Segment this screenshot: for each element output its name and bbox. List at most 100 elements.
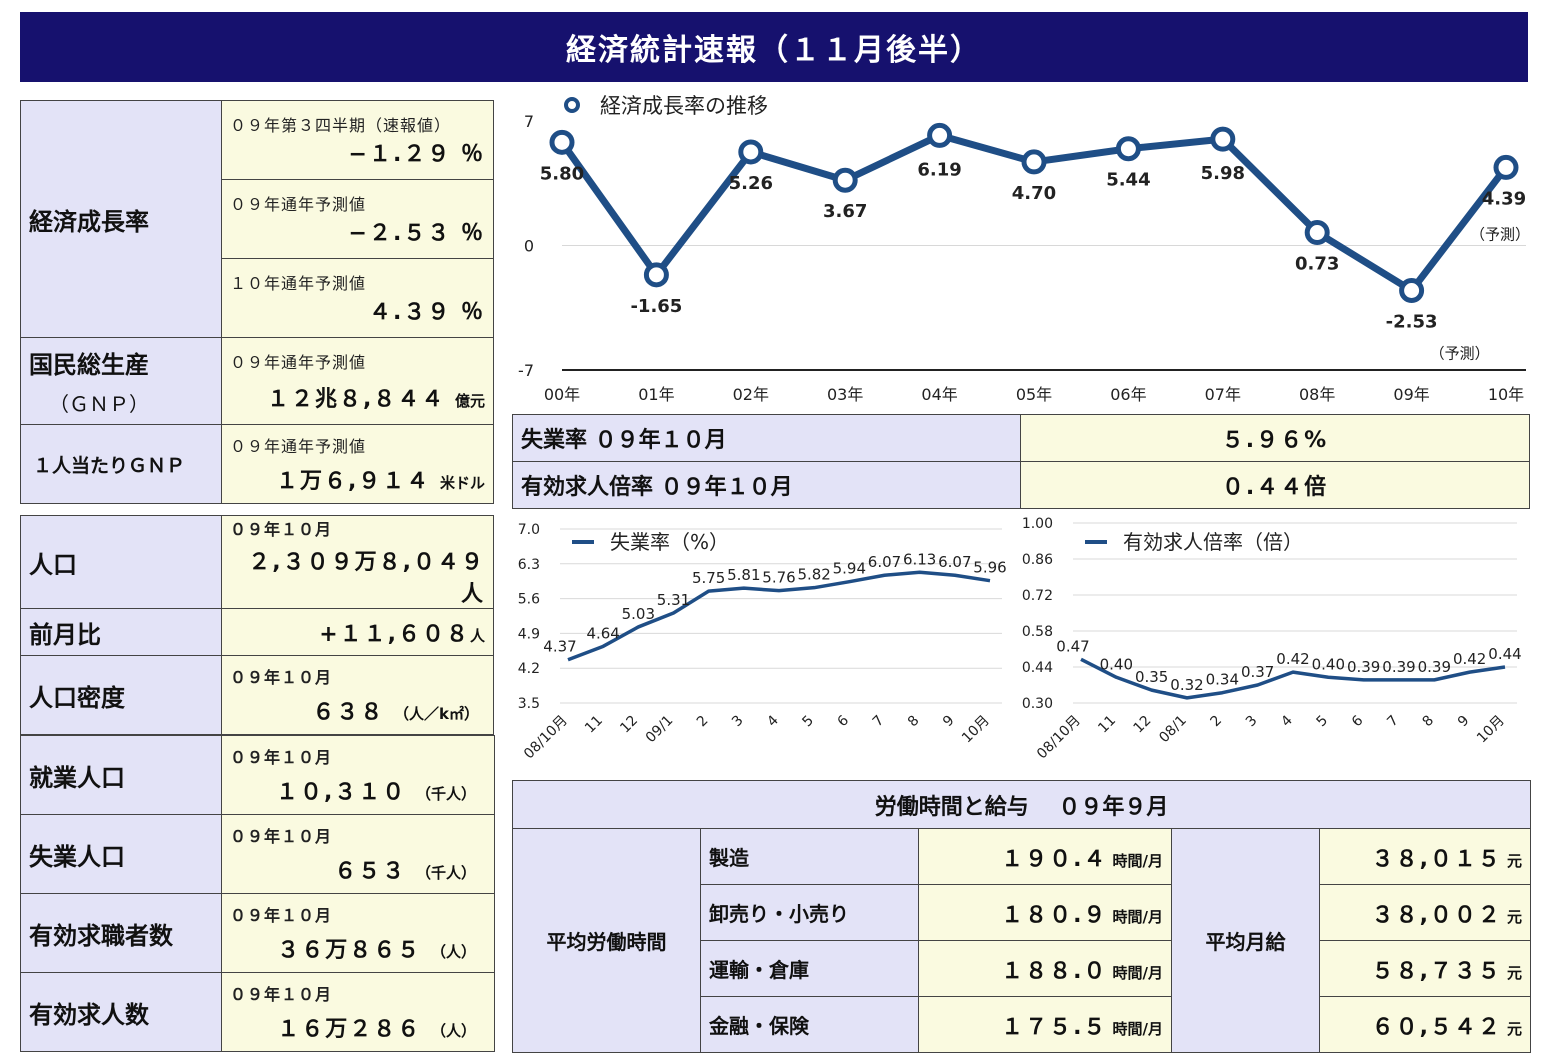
job-ratio-value: ０.４４倍 — [1221, 475, 1329, 500]
hours-unit-1: 時間/月 — [1112, 907, 1163, 926]
x-tick-growth: 07年 — [1205, 385, 1241, 404]
data-label-unemployment: 4.64 — [586, 624, 619, 642]
y-tick-job-ratio: 0.44 — [1022, 660, 1053, 676]
growth-row-2: １０年通年予測値 ４.３９ ％ — [221, 258, 494, 338]
data-label-growth: -1.65 — [630, 296, 682, 317]
data-label-growth: 5.80 — [540, 163, 584, 184]
x-tick-unemployment: 4 — [764, 712, 782, 730]
wage-cell-3: ６０,５４２ 元 — [1318, 996, 1532, 1053]
x-tick-unemployment: 10月 — [959, 713, 993, 747]
growth-gnp-table: 経済成長率 ０９年第３四半期（速報値） −１.２９ ％ ０９年通年予測値 −２.… — [20, 100, 494, 504]
x-tick-growth: 01年 — [638, 385, 674, 404]
hours-label: 平均労働時間 — [546, 930, 667, 954]
data-point-growth — [1115, 136, 1141, 162]
mom-label: 前月比 — [29, 620, 101, 649]
y-tick-job-ratio: 0.30 — [1022, 696, 1053, 712]
growth-sub-1: ０９年通年予測値 — [230, 195, 367, 214]
data-label-job-ratio: 0.39 — [1418, 658, 1451, 676]
data-label-unemployment: 6.07 — [938, 553, 971, 571]
growth-label: 経済成長率 — [29, 207, 149, 236]
data-point-growth — [1304, 220, 1330, 246]
unemployment-rate-label-cell: 失業率 ０９年１０月 — [512, 414, 1021, 462]
x-tick-unemployment: 12 — [617, 713, 641, 737]
y-tick-unemployment: 4.2 — [518, 661, 540, 677]
data-point-growth — [549, 129, 575, 155]
data-label-growth: 0.73 — [1295, 254, 1339, 275]
data-label-unemployment: 4.37 — [543, 638, 576, 656]
employment-table: 就業人口 ０９年１０月 １０,３１０ （千人） 失業人口 ０９年１０月 ６５３ … — [20, 735, 495, 1052]
x-tick-job-ratio: 3 — [1243, 713, 1261, 731]
x-tick-growth: 02年 — [733, 385, 769, 404]
data-label-unemployment: 5.31 — [657, 591, 690, 609]
x-tick-unemployment: 09/1 — [643, 713, 677, 747]
employment-label-2: 有効求職者数 — [29, 921, 173, 950]
data-label-job-ratio: 0.40 — [1312, 655, 1345, 673]
population-value-cell: ０９年１０月 ２,３０９万８,０４９人 — [221, 515, 494, 609]
x-tick-unemployment: 9 — [940, 713, 958, 731]
job-ratio-chart: 有効求人倍率（倍） 1.00 0.86 0.72 0.58 0.44 0.30 08/10月 1… — [1015, 512, 1540, 780]
x-tick-unemployment: 5 — [799, 713, 817, 731]
hours-3: １７５.５ — [1001, 1014, 1108, 1040]
data-label-growth: 5.98 — [1201, 163, 1245, 184]
data-point-growth — [1021, 149, 1047, 175]
sector-cell-0: 製造 — [700, 828, 919, 885]
wages-title-cell: 労働時間と給与 ０９年９月 — [511, 780, 1532, 829]
annotation-forecast: （予測） — [1470, 225, 1530, 243]
legend-label-job-ratio: 有効求人倍率（倍） — [1123, 530, 1303, 554]
employment-label-0: 就業人口 — [29, 763, 125, 792]
data-label-growth: 5.44 — [1106, 170, 1150, 191]
growth-chart-svg: 経済成長率の推移 7 0 -7 00年 01年 02年 03年 04年 05年 06年 07年 08年 0… — [518, 94, 1530, 404]
gnp-label-sub: （ＧＮＰ） — [49, 392, 149, 416]
wage-2: ５８,７３５ — [1371, 958, 1502, 984]
wage-cell-0: ３８,０１５ 元 — [1318, 828, 1532, 885]
employment-value-line-3: １６万２８６ （人） — [230, 1011, 486, 1043]
data-point-growth — [738, 139, 764, 165]
wage-label-cell: 平均月給 — [1171, 828, 1320, 1053]
data-label-growth: 3.67 — [823, 201, 867, 222]
series-line-unemployment — [567, 570, 991, 662]
y-tick-unemployment: 3.5 — [518, 696, 540, 712]
data-label-job-ratio: 0.47 — [1056, 637, 1089, 655]
population-label: 人口 — [29, 550, 77, 579]
series-line-job-ratio — [1080, 657, 1506, 700]
data-label-growth: -2.53 — [1386, 311, 1438, 332]
population-table: 人口 ０９年１０月 ２,３０９万８,０４９人 前月比 +１１,６０８人 人口密度… — [20, 515, 494, 735]
data-label-job-ratio: 0.44 — [1488, 645, 1521, 663]
population-value: ２,３０９万８,０４９人 — [248, 550, 485, 607]
employment-sub-1: ０９年１０月 — [230, 827, 333, 846]
density-value-line: ６３８ （人／k㎡） — [230, 694, 485, 726]
employment-value-0: １０,３１０ — [275, 780, 407, 805]
population-label-cell: 人口 — [20, 515, 222, 609]
data-label-unemployment: 5.81 — [727, 566, 760, 584]
y-tick-growth: 7 — [524, 112, 534, 131]
x-tick-unemployment: 8 — [905, 713, 923, 731]
sector-0: 製造 — [709, 846, 749, 870]
growth-label-cell: 経済成長率 — [20, 100, 222, 338]
x-tick-job-ratio: 4 — [1278, 712, 1296, 730]
density-sub: ０９年１０月 — [230, 668, 333, 687]
gnp-per-capita-value-cell: ０９年通年予測値 １万６,９１４ 米ドル — [221, 424, 494, 504]
wage-unit-1: 元 — [1507, 907, 1523, 926]
density-value-cell: ０９年１０月 ６３８ （人／k㎡） — [221, 655, 494, 735]
employment-sub-3: ０９年１０月 — [230, 985, 333, 1004]
mom-label-cell: 前月比 — [20, 608, 222, 656]
data-label-unemployment: 5.96 — [973, 559, 1006, 577]
data-label-growth: 4.39 — [1482, 188, 1526, 209]
x-tick-growth: 04年 — [921, 385, 957, 404]
x-tick-job-ratio: 8 — [1420, 713, 1438, 731]
sector-2: 運輸・倉庫 — [709, 958, 809, 982]
data-label-job-ratio: 0.42 — [1453, 650, 1486, 668]
mom-value-cell: +１１,６０８人 — [221, 608, 494, 656]
data-label-job-ratio: 0.34 — [1206, 671, 1239, 689]
wage-1: ３８,００２ — [1371, 902, 1502, 928]
data-label-unemployment: 5.82 — [797, 566, 830, 584]
employment-value-line-2: ３６万８６５ （人） — [230, 932, 486, 964]
x-tick-unemployment: 2 — [694, 713, 712, 731]
growth-value-1: −２.５３ ％ — [348, 221, 485, 246]
data-label-job-ratio: 0.35 — [1135, 668, 1168, 686]
hours-cell-2: １８８.０ 時間/月 — [918, 940, 1172, 997]
x-tick-growth: 09年 — [1393, 385, 1429, 404]
unemployment-chart: 失業率（%） 7.0 6.3 5.6 4.9 4.2 3.5 08/10月 11 12 09/1 2 3… — [508, 512, 1013, 780]
job-ratio-label: 有効求人倍率 ０９年１０月 — [521, 475, 793, 500]
density-label-cell: 人口密度 — [20, 655, 222, 735]
